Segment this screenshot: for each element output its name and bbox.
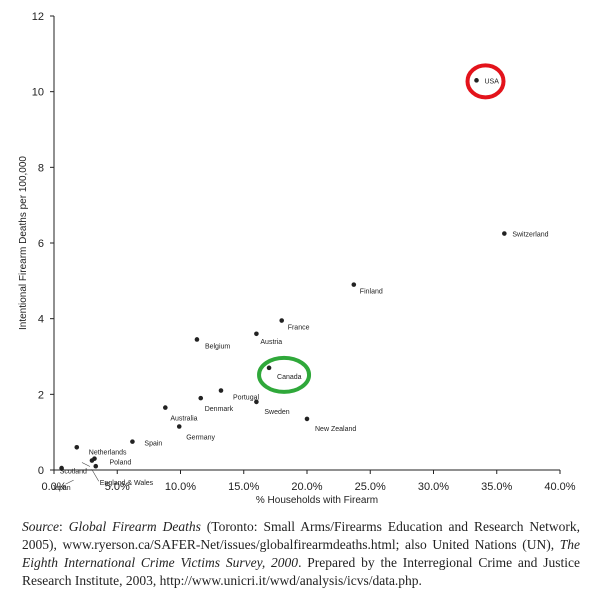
y-tick-label: 12: [32, 11, 44, 23]
y-tick-label: 0: [38, 465, 44, 477]
x-tick-label: 25.0%: [355, 481, 386, 493]
x-tick-label: 20.0%: [291, 481, 322, 493]
data-point-label: Denmark: [205, 406, 234, 413]
data-point-label: Poland: [109, 460, 131, 467]
x-tick-label: 30.0%: [418, 481, 449, 493]
data-point: [163, 405, 168, 410]
data-point: [304, 416, 310, 422]
data-point-label: Belgium: [205, 343, 230, 350]
source-title-1: Global Firearm Deaths: [68, 519, 201, 534]
data-point-label: USA: [485, 78, 500, 85]
data-point: [59, 465, 64, 471]
label-leader-line: [65, 479, 74, 485]
data-point: [254, 399, 259, 405]
source-citation: Source: Global Firearm Deaths (Toronto: …: [22, 519, 580, 588]
data-point-label: Germany: [186, 434, 215, 441]
y-tick-label: 2: [38, 389, 44, 401]
data-point-label: Switzerland: [512, 232, 548, 239]
highlight-circles: [257, 63, 506, 394]
source-title-2: The Eighth International Crime Victims S…: [22, 537, 580, 570]
data-point-label: Japan: [52, 485, 71, 492]
data-point: [218, 388, 224, 393]
x-tick-label: 40.0%: [544, 481, 575, 493]
data-point-label: Scotland: [60, 469, 87, 476]
scatter-chart: 0 2 4 6 8 10 12 0.0% 5.0% 10.0% 15.0% 20.0% 25.0% 30.…: [18, 11, 576, 506]
x-tick-label: 5.0%: [105, 481, 130, 493]
data-point: [198, 395, 204, 401]
data-point: [89, 458, 95, 463]
data-point-label: England & Wales: [100, 480, 154, 487]
data-point: [279, 318, 285, 323]
canada-highlight-circle: [257, 355, 312, 394]
x-axis-title: % Households with Firearm: [256, 495, 378, 506]
source-prefix: Source: [22, 519, 59, 534]
data-point: [176, 424, 182, 429]
data-point-label: Netherlands: [89, 449, 127, 456]
chart-canvas: 0 2 4 6 8 10 12 0.0% 5.0% 10.0% 15.0% 20.0% 25.0% 30.…: [18, 11, 576, 506]
x-tick-label: 15.0%: [228, 481, 259, 493]
data-point: [502, 231, 507, 236]
usa-highlight-circle: [465, 63, 506, 100]
y-tick-label: 4: [38, 314, 44, 326]
data-point: [474, 78, 479, 83]
data-point: [93, 463, 99, 469]
data-point: [266, 365, 272, 371]
data-point: [351, 282, 357, 287]
data-point-label: Sweden: [264, 409, 289, 416]
source-text-2: . Prepared by the Interregional Crime an…: [22, 555, 580, 588]
x-tick-label: 10.0%: [165, 481, 196, 493]
data-point-label: Austria: [260, 339, 282, 346]
label-leader-line: [81, 462, 91, 467]
y-tick-label: 8: [38, 162, 44, 174]
y-tick-label: 6: [38, 238, 44, 250]
x-tick-label: 0.0%: [41, 481, 66, 493]
ticks: 0 2 4 6 8 10 12 0.0% 5.0% 10.0% 15.0% 20.0% 25.0% 30.…: [32, 11, 576, 493]
source-text-1: (Toronto: Small Arms/Firearms Education …: [22, 519, 580, 552]
y-axis-title: Intentional Firearm Deaths per 100,000: [18, 156, 29, 330]
label-leader-line: [91, 469, 100, 482]
data-point-label: Portugal: [233, 395, 260, 402]
data-point-label: New Zealand: [315, 426, 356, 433]
data-point-label: Australia: [170, 416, 197, 423]
data-point-label: Finland: [360, 289, 383, 296]
data-point: [254, 331, 259, 337]
data-point: [74, 445, 80, 450]
data-point-label: Canada: [277, 374, 302, 381]
data-point-label: Spain: [144, 441, 162, 448]
data-point: [130, 439, 135, 444]
y-tick-label: 10: [32, 87, 44, 99]
data-point: [194, 337, 200, 342]
data-point-label: France: [288, 325, 310, 332]
data-points: USA Switzerland Finland France Austria Belgiu…: [52, 78, 549, 492]
x-tick-label: 35.0%: [481, 481, 512, 493]
